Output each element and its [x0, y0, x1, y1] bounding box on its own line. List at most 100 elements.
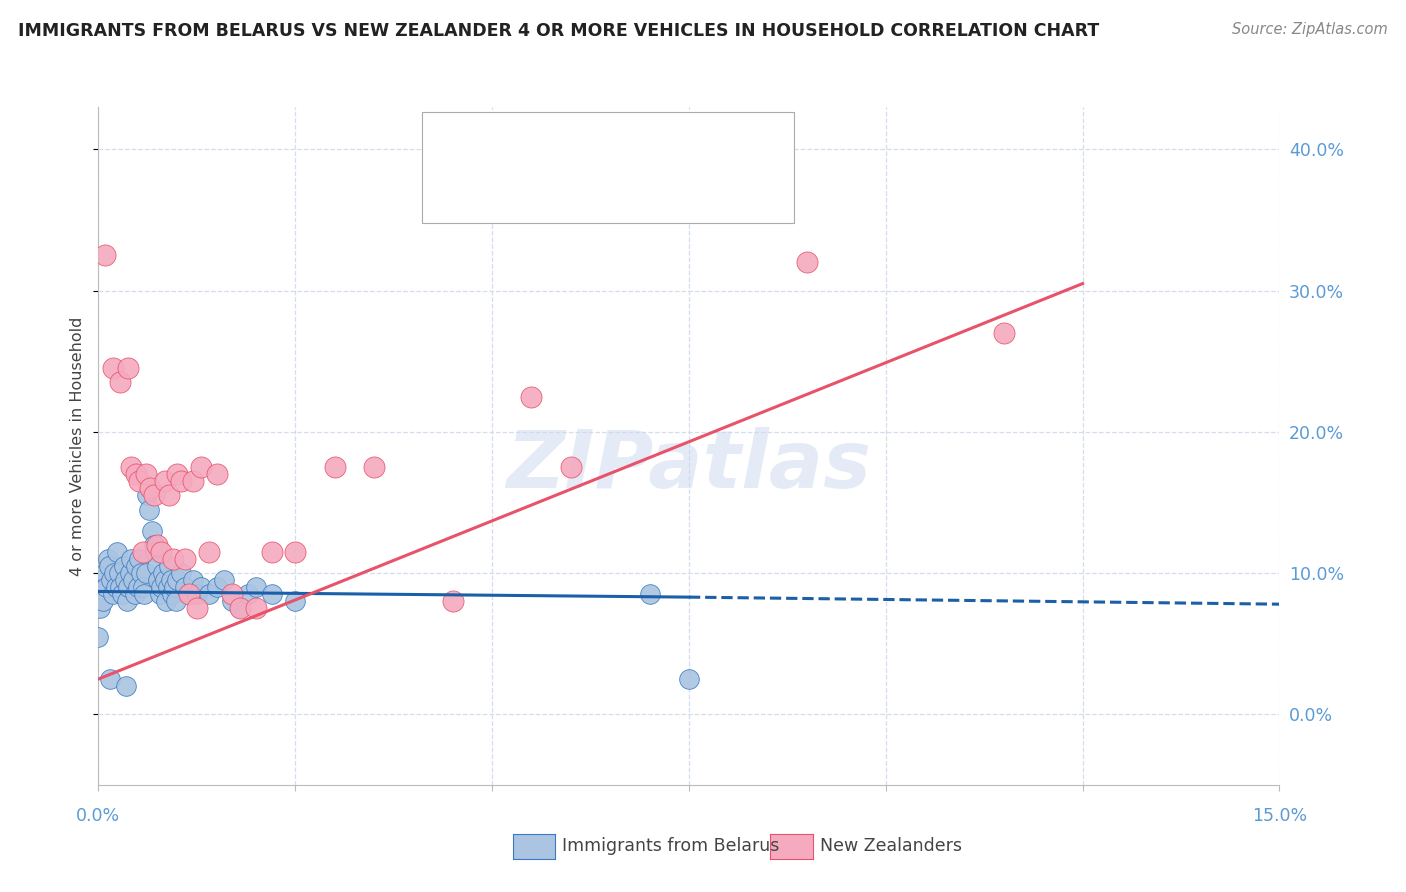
- Point: [146, 538, 169, 552]
- Point: [441, 594, 464, 608]
- Point: [125, 559, 148, 574]
- Point: [284, 594, 307, 608]
- Point: [520, 390, 543, 404]
- Point: [245, 601, 267, 615]
- Point: [170, 475, 193, 489]
- Point: [105, 545, 128, 559]
- Point: [131, 545, 153, 559]
- Point: [163, 580, 186, 594]
- Point: [129, 566, 152, 580]
- Point: [165, 594, 187, 608]
- Point: [181, 573, 204, 587]
- Point: [236, 587, 259, 601]
- Point: [260, 587, 283, 601]
- Point: [128, 552, 150, 566]
- Point: [136, 488, 159, 502]
- Point: [103, 566, 125, 580]
- Point: [135, 467, 157, 482]
- Point: [115, 594, 138, 608]
- Point: [177, 587, 200, 601]
- Point: [560, 460, 582, 475]
- Point: [214, 573, 236, 587]
- Point: [160, 573, 183, 587]
- Point: [181, 475, 204, 489]
- Point: [678, 672, 700, 686]
- Point: [89, 601, 111, 615]
- Point: [145, 559, 167, 574]
- Point: [128, 475, 150, 489]
- Point: [156, 580, 179, 594]
- Point: [87, 630, 110, 644]
- Point: [90, 573, 112, 587]
- Point: [162, 587, 184, 601]
- Point: [323, 460, 346, 475]
- Point: [118, 566, 141, 580]
- Point: [93, 248, 115, 262]
- Point: [104, 580, 127, 594]
- Point: [162, 552, 184, 566]
- Point: [142, 488, 165, 502]
- Point: [141, 524, 163, 538]
- Point: [124, 587, 146, 601]
- Point: [110, 376, 132, 390]
- Point: [101, 587, 124, 601]
- Point: [125, 467, 148, 482]
- Point: [138, 481, 160, 495]
- Point: [121, 460, 143, 475]
- Text: Immigrants from Belarus: Immigrants from Belarus: [562, 837, 780, 855]
- Point: [993, 326, 1015, 340]
- Text: R =  0.587   N = 40: R = 0.587 N = 40: [488, 179, 688, 197]
- Point: [101, 361, 124, 376]
- Text: 15.0%: 15.0%: [1251, 807, 1308, 825]
- Point: [190, 580, 212, 594]
- Point: [98, 672, 121, 686]
- Point: [108, 566, 131, 580]
- Point: [155, 475, 177, 489]
- Point: [111, 587, 134, 601]
- Point: [110, 580, 132, 594]
- Point: [98, 559, 121, 574]
- Point: [93, 566, 115, 580]
- Point: [166, 573, 188, 587]
- Point: [122, 573, 145, 587]
- Point: [221, 594, 243, 608]
- Point: [139, 481, 162, 495]
- Point: [229, 601, 252, 615]
- Point: [174, 552, 197, 566]
- Point: [132, 587, 155, 601]
- Y-axis label: 4 or more Vehicles in Household: 4 or more Vehicles in Household: [70, 317, 86, 575]
- Point: [143, 545, 166, 559]
- Point: [150, 580, 173, 594]
- Point: [197, 587, 219, 601]
- Point: [155, 594, 177, 608]
- Text: IMMIGRANTS FROM BELARUS VS NEW ZEALANDER 4 OR MORE VEHICLES IN HOUSEHOLD CORRELA: IMMIGRANTS FROM BELARUS VS NEW ZEALANDER…: [18, 22, 1099, 40]
- Point: [135, 566, 157, 580]
- Point: [127, 580, 149, 594]
- Point: [115, 679, 138, 693]
- Point: [138, 502, 160, 516]
- Point: [186, 601, 208, 615]
- Point: [149, 587, 172, 601]
- Point: [157, 559, 180, 574]
- Text: ZIPatlas: ZIPatlas: [506, 427, 872, 506]
- Point: [190, 460, 212, 475]
- Point: [260, 545, 283, 559]
- Point: [91, 594, 114, 608]
- Point: [170, 566, 193, 580]
- Point: [177, 587, 200, 601]
- Point: [153, 573, 176, 587]
- Point: [221, 587, 243, 601]
- Text: New Zealanders: New Zealanders: [820, 837, 962, 855]
- Point: [157, 488, 180, 502]
- Text: R = -0.015   N = 66: R = -0.015 N = 66: [488, 136, 688, 154]
- Point: [131, 580, 153, 594]
- Point: [100, 573, 122, 587]
- Point: [96, 580, 118, 594]
- Point: [97, 552, 120, 566]
- Point: [117, 580, 139, 594]
- Point: [150, 545, 173, 559]
- Point: [229, 601, 252, 615]
- Point: [112, 559, 135, 574]
- Text: Source: ZipAtlas.com: Source: ZipAtlas.com: [1232, 22, 1388, 37]
- Point: [186, 587, 208, 601]
